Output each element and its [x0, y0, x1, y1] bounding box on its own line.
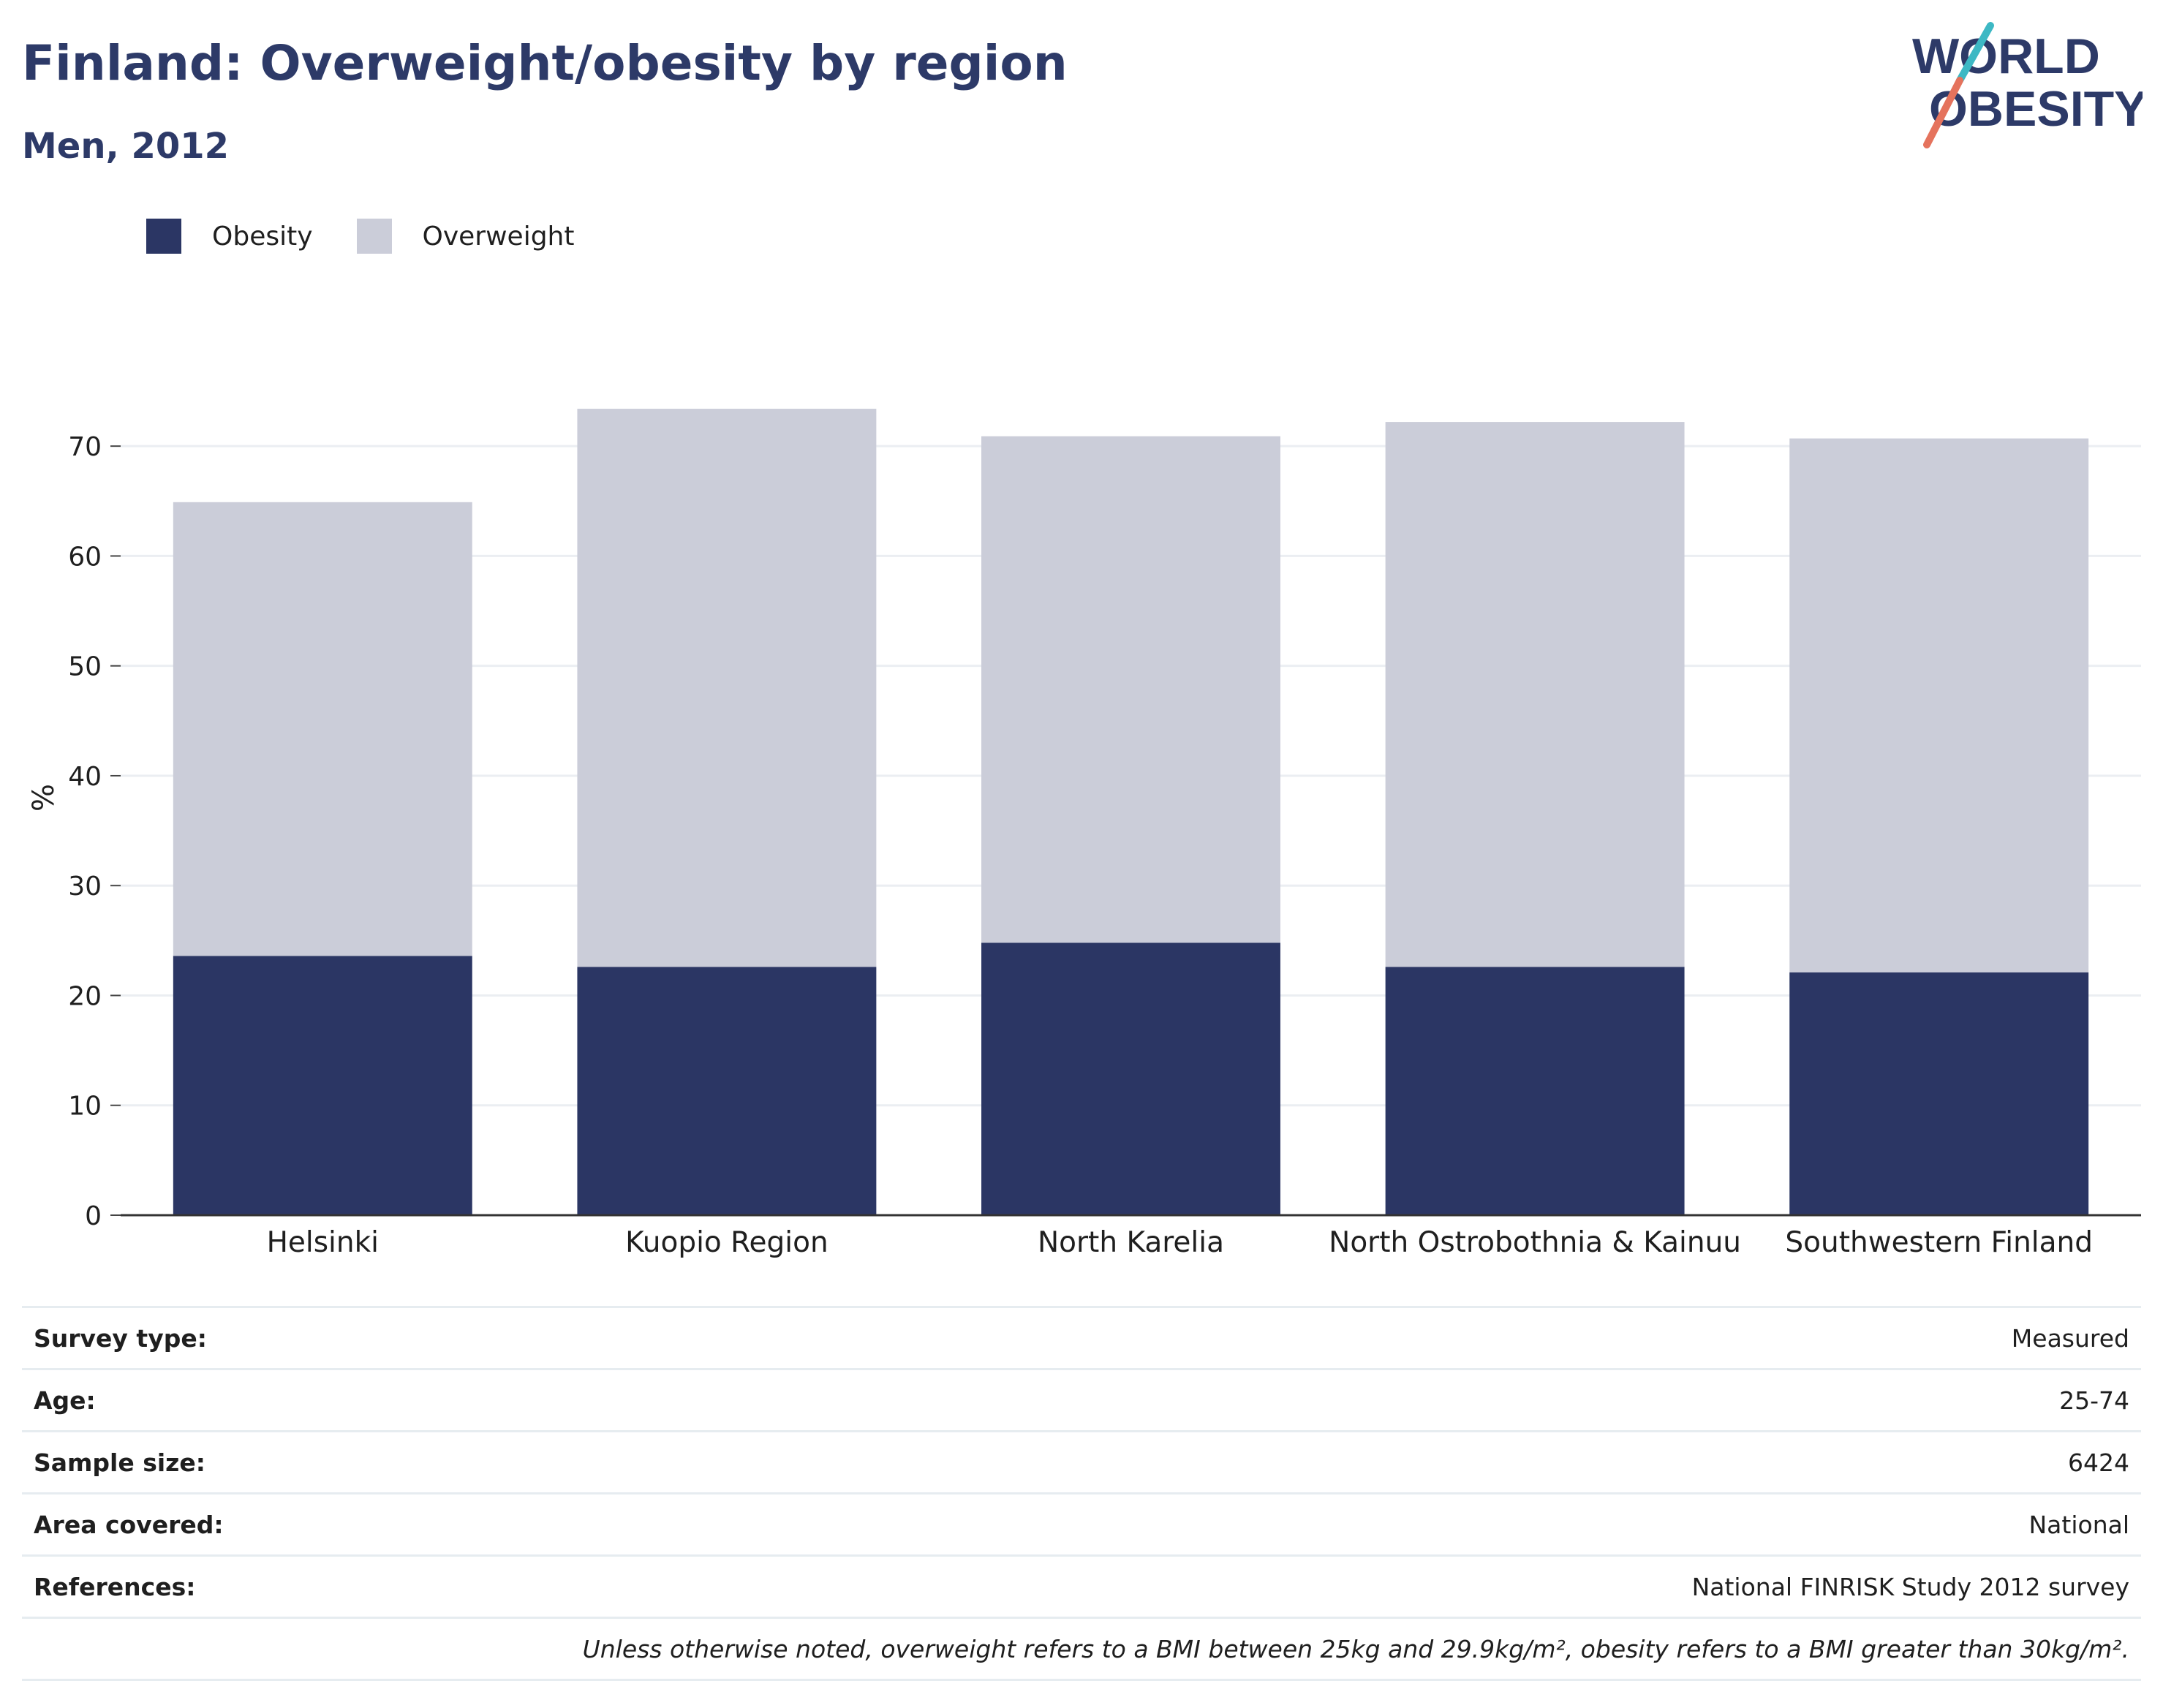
logo-line-obesity: OBESITY	[1929, 81, 2143, 137]
legend-swatch-obesity	[146, 219, 181, 254]
info-value-survey-type: Measured	[692, 1306, 2141, 1369]
x-tick-label: North Karelia	[1038, 1226, 1224, 1259]
bar-overweight-0	[173, 502, 472, 956]
y-tick-label: 30	[68, 872, 102, 902]
info-key-survey-type: Survey type:	[22, 1306, 692, 1369]
info-value-references: National FINRISK Study 2012 survey	[692, 1554, 2141, 1618]
bar-obesity-1	[577, 967, 877, 1215]
table-row: Area covered: National	[22, 1492, 2141, 1556]
logo-slash-bottom	[1923, 77, 1963, 148]
table-row: Sample size: 6424	[22, 1430, 2141, 1494]
survey-info-table: Survey type: Measured Age: 25-74 Sample …	[22, 1306, 2141, 1681]
x-tick-label: Kuopio Region	[625, 1226, 828, 1259]
x-tick-label: Helsinki	[267, 1226, 379, 1259]
info-value-age: 25-74	[692, 1368, 2141, 1432]
legend-label-obesity: Obesity	[212, 221, 313, 252]
bar-obesity-2	[981, 942, 1280, 1215]
table-row: Survey type: Measured	[22, 1306, 2141, 1369]
chart-legend: Obesity Overweight	[146, 218, 618, 254]
y-tick-label: 10	[68, 1092, 102, 1122]
bar-overweight-1	[577, 409, 877, 967]
y-tick-label: 20	[68, 981, 102, 1011]
bar-obesity-4	[1789, 972, 2089, 1215]
stacked-bar-chart: 0 10 20 30 40 50 60 70% Helsinki Kuopio Region Nor…	[27, 409, 2141, 1259]
y-tick-label: 0	[85, 1201, 102, 1231]
y-axis-title: %	[27, 784, 61, 812]
x-tick-label: North Ostrobothnia & Kainuu	[1329, 1226, 1741, 1259]
info-key-sample-size: Sample size:	[22, 1430, 692, 1494]
bar-obesity-3	[1385, 967, 1685, 1215]
info-key-references: References:	[22, 1554, 692, 1618]
logo-slash-top	[1956, 22, 1994, 84]
info-key-age: Age:	[22, 1368, 692, 1432]
bar-overweight-3	[1385, 422, 1685, 967]
info-value-area-covered: National	[692, 1492, 2141, 1556]
table-row: References: National FINRISK Study 2012 …	[22, 1554, 2141, 1618]
bar-overweight-2	[981, 436, 1280, 943]
x-tick-label: Southwestern Finland	[1785, 1226, 2093, 1259]
bmi-footnote: Unless otherwise noted, overweight refer…	[22, 1617, 2141, 1681]
bar-overweight-4	[1789, 438, 2089, 972]
y-tick-label: 70	[68, 432, 102, 462]
bar-obesity-0	[173, 956, 472, 1215]
legend-swatch-overweight	[356, 219, 392, 254]
y-tick-label: 60	[68, 542, 102, 572]
logo-line-world: WORLD	[1912, 29, 2100, 84]
table-row: Unless otherwise noted, overweight refer…	[22, 1617, 2141, 1681]
world-obesity-logo: WORLD OBESITY	[1912, 22, 2143, 148]
info-key-area-covered: Area covered:	[22, 1492, 692, 1556]
table-row: Age: 25-74	[22, 1368, 2141, 1432]
chart-title: Finland: Overweight/obesity by region	[22, 35, 1068, 91]
y-tick-label: 50	[68, 652, 102, 682]
info-value-sample-size: 6424	[692, 1430, 2141, 1494]
legend-label-overweight: Overweight	[422, 221, 575, 252]
y-tick-label: 40	[68, 762, 102, 792]
chart-subtitle: Men, 2012	[22, 126, 230, 167]
